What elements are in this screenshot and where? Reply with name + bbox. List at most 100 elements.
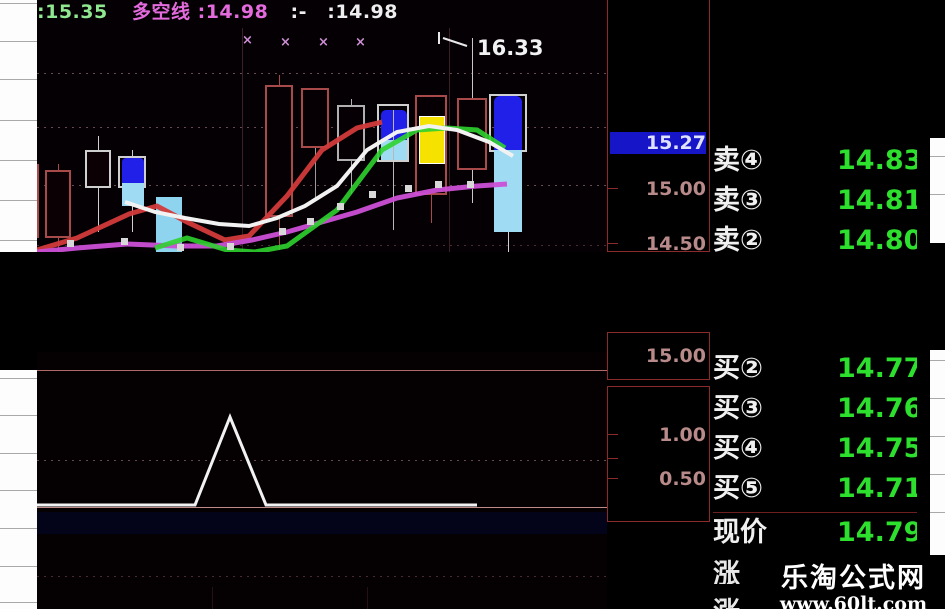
orderbook-row-partial-2: 涨	[713, 594, 773, 609]
kline-indicator-value: :14.98	[197, 1, 269, 23]
ruler-tick	[930, 194, 945, 195]
indicator-line-chart	[37, 412, 477, 507]
kline-separator: :-	[290, 1, 308, 23]
ruler-tick	[0, 3, 37, 4]
ruler-tick	[0, 160, 37, 161]
ruler-tick	[0, 528, 37, 529]
indicator-axis-tick	[607, 458, 618, 459]
grid-vline	[242, 28, 243, 252]
site-watermark: 乐淘公式网 www.60lt.com	[762, 556, 945, 609]
signal-block-cyan	[122, 183, 144, 206]
orderbook-value: 14.71	[837, 473, 917, 504]
orderbook-row-buy3[interactable]: 买③ 14.76	[607, 390, 917, 428]
right-ruler-strip-lower	[930, 350, 945, 555]
grid-line	[37, 73, 607, 74]
orderbook-row-partial: 涨	[713, 559, 740, 584]
indicator-axis-tick	[607, 434, 618, 435]
signal-marker-x: ×	[318, 35, 329, 50]
ruler-tick	[0, 79, 37, 80]
price-axis-label-highlighted: 15.27	[610, 132, 706, 154]
orderbook-divider	[713, 512, 917, 513]
candle-body	[337, 105, 365, 161]
indicator-axis-tick	[607, 478, 618, 479]
grid-vline	[449, 28, 450, 252]
indicator-axis-label: 0.50	[659, 468, 706, 490]
orderbook-value: 14.79	[837, 517, 917, 548]
right-ruler-strip-upper	[930, 138, 945, 243]
candle-body	[457, 98, 487, 170]
indicator-shade-band	[37, 512, 607, 534]
kline-chart-panel[interactable]: :15.35 多空线 :14.98 :- :14.98 × × × ×	[37, 0, 607, 252]
ruler-tick	[0, 453, 37, 454]
indicator-zero-frame	[37, 507, 607, 508]
ruler-tick	[930, 156, 945, 157]
orderbook-label: 卖②	[713, 225, 763, 256]
ruler-tick	[0, 566, 37, 567]
ruler-tick	[0, 120, 37, 121]
orderbook-row-buy5[interactable]: 买⑤ 14.71	[607, 470, 917, 508]
quote-panel[interactable]: 15.27 15.00 14.50 15.00 1.00 0.50 卖④ 14.…	[607, 0, 917, 609]
ruler-tick	[930, 436, 945, 437]
ruler-tick	[0, 415, 37, 416]
orderbook-row-buy4[interactable]: 买④ 14.75	[607, 430, 917, 468]
candle-body	[45, 170, 71, 238]
occluded-region	[0, 252, 607, 352]
candle-body	[265, 85, 293, 217]
ruler-tick	[0, 490, 37, 491]
price-callout-label: 16.33	[477, 36, 544, 60]
orderbook-row-sell3[interactable]: 卖③ 14.81	[607, 182, 917, 220]
price-axis-tick	[607, 188, 618, 189]
ruler-tick	[930, 398, 945, 399]
orderbook-label: 买④	[713, 433, 763, 464]
signal-block-cyan	[156, 197, 182, 252]
price-axis-label: 15.00	[645, 178, 706, 200]
orderbook-row-sell2[interactable]: 卖② 14.80	[607, 222, 917, 260]
ruler-tick	[0, 200, 37, 201]
signal-block-blue	[494, 96, 522, 150]
signal-marker-x: ×	[280, 35, 291, 50]
ruler-tick	[0, 41, 37, 42]
ruler-tick	[0, 378, 37, 379]
orderbook-label: 买②	[713, 353, 763, 384]
signal-marker-x: ×	[355, 35, 366, 50]
candle-body	[37, 164, 39, 238]
orderbook-label: 买③	[713, 393, 763, 424]
grid-line	[37, 576, 607, 577]
orderbook-value: 14.75	[837, 433, 917, 464]
indicator-axis-box	[607, 386, 710, 522]
signal-block-yellow	[419, 116, 445, 164]
indicator-axis-label: 1.00	[659, 424, 706, 446]
signal-block-blue	[122, 158, 144, 183]
indicator-subchart-panel[interactable]	[37, 352, 607, 609]
price-axis-tick	[607, 243, 618, 244]
signal-block-cyan	[494, 150, 522, 232]
orderbook-label: 卖④	[713, 145, 763, 176]
kline-price-label: :15.35	[37, 1, 108, 23]
orderbook-value: 14.76	[837, 393, 917, 424]
signal-marker-x: ×	[242, 33, 253, 48]
candle-body	[85, 150, 111, 188]
kline-header-readout: :15.35 多空线 :14.98 :- :14.98	[37, 0, 607, 24]
price-axis-box-upper	[607, 0, 710, 252]
ruler-tick	[930, 512, 945, 513]
candle-body	[301, 88, 329, 148]
watermark-cn-text: 乐淘公式网	[781, 563, 926, 594]
ruler-tick	[930, 360, 945, 361]
price-axis-label: 15.00	[645, 345, 706, 367]
orderbook-row-sell4[interactable]: 卖④ 14.83	[607, 142, 917, 180]
grid-line	[37, 460, 607, 461]
price-axis-label: 14.50	[645, 233, 706, 255]
indicator-top-frame	[37, 370, 607, 371]
orderbook-value: 14.80	[837, 225, 917, 256]
grid-vline	[367, 587, 368, 609]
orderbook-row-current-price[interactable]: 现价 14.79	[607, 514, 917, 552]
watermark-url-text: www.60lt.com	[779, 593, 928, 609]
ruler-tick	[0, 602, 37, 603]
kline-indicator-name: 多空线	[131, 1, 191, 23]
orderbook-label: 现价	[713, 517, 767, 548]
ruler-tick	[930, 474, 945, 475]
orderbook-label: 卖③	[713, 185, 763, 216]
orderbook-row-buy2[interactable]: 买② 14.77	[607, 350, 917, 388]
price-axis-box-lower	[607, 332, 710, 380]
